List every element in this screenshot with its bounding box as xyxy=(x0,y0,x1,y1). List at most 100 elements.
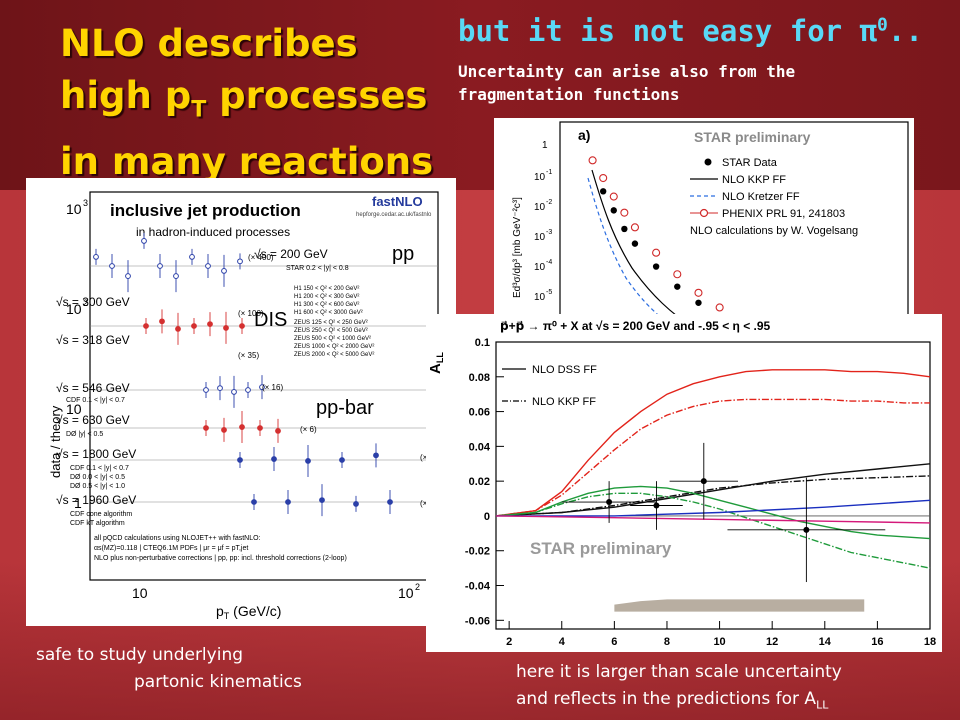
xsec-y-tick-exp: -3 xyxy=(546,229,552,236)
jet-data-point xyxy=(239,323,245,329)
jet-data-point xyxy=(231,389,237,395)
all-theory-curve xyxy=(495,463,931,517)
jet-chart-title: inclusive jet production xyxy=(110,201,301,220)
jet-data-point xyxy=(285,499,291,505)
label-foot-3: NLO plus non-perturbative corrections | … xyxy=(94,555,347,562)
legend-star-marker xyxy=(704,158,712,166)
jet-data-point xyxy=(205,263,211,269)
label-s630: √s = 630 GeV xyxy=(56,413,130,427)
label-dis: DIS xyxy=(254,309,287,331)
legend-kkp-all: NLO KKP FF xyxy=(532,396,596,408)
legend-kretzer: NLO Kretzer FF xyxy=(722,191,800,203)
label-s318: √s = 318 GeV xyxy=(56,333,130,347)
xsec-label-a: a) xyxy=(578,127,590,143)
label-zeus-4: ZEUS 1000 < Q² < 2000 GeV² xyxy=(294,344,374,350)
all-reaction-title: p⃗+p⃗ → π⁰ + X at √s = 200 GeV and -.95 … xyxy=(500,319,771,333)
jet-data-point xyxy=(223,325,229,331)
star-data-point xyxy=(599,188,607,195)
label-1800-2: DØ 0.0 < |y| < 0.5 xyxy=(70,474,125,481)
systematic-band-shape xyxy=(614,599,865,612)
label-1800-1: CDF 0.1 < |y| < 0.7 xyxy=(70,465,129,472)
xsec-y-tick-exp: -5 xyxy=(546,289,552,296)
jet-data-point xyxy=(191,323,197,329)
all-y-tick-label: 0.02 xyxy=(469,476,490,488)
headline-pi-symbol: π xyxy=(859,14,878,48)
jet-data-point xyxy=(173,273,179,279)
all-data-points xyxy=(561,442,886,583)
all-x-tick-label: 4 xyxy=(559,636,566,648)
jet-data-point xyxy=(217,385,223,392)
phenix-point xyxy=(609,192,618,201)
jet-production-panel: inclusive jet production in hadron-induc… xyxy=(26,178,456,626)
jet-data-point xyxy=(305,458,311,464)
headline-sup: 0 xyxy=(877,14,888,36)
title-line-3: in many reactions xyxy=(60,140,434,184)
all-y-label: ALL xyxy=(427,352,445,374)
legend-vogelsang: NLO calculations by W. Vogelsang xyxy=(690,225,858,237)
jet-y-tick: 10 xyxy=(66,301,82,317)
all-y-ticks: 0.1 0.08 0.06 0.04 0.02 0 -0.02 -0.04 -0.06 xyxy=(465,337,504,627)
all-star-prelim: STAR preliminary xyxy=(530,539,672,558)
jet-y-tick: 10 xyxy=(66,401,82,417)
phenix-point xyxy=(620,208,629,217)
pi0-xsec-panel: a) STAR preliminary Ed³σ/dp³ [mb GeV⁻²c³… xyxy=(494,118,914,332)
all-y-tick-label: 0.08 xyxy=(469,372,490,384)
xsec-nlo-kretzer-curve xyxy=(587,177,681,332)
all-chart: p⃗+p⃗ → π⁰ + X at √s = 200 GeV and -.95 … xyxy=(427,319,936,648)
jet-data-point xyxy=(125,273,131,279)
star-data-point xyxy=(695,299,702,306)
all-theory-curve xyxy=(495,492,931,569)
all-data-point xyxy=(700,478,707,485)
phenix-point xyxy=(599,173,608,183)
caption-right-line-1: here it is larger than scale uncertainty xyxy=(516,662,842,682)
xsec-y-tick-exp: -1 xyxy=(546,169,552,176)
caption-right-sub: LL xyxy=(816,698,829,712)
caption-left-line-1: safe to study underlying xyxy=(36,645,244,665)
label-d0630: DØ |y| < 0.5 xyxy=(66,431,103,438)
xsec-y-tick: 10 xyxy=(534,292,546,303)
title-line-2b: processes xyxy=(206,74,428,117)
xsec-y-tick: 10 xyxy=(534,172,546,183)
label-cdf546: CDF 0.1 < |y| < 0.7 xyxy=(66,397,125,404)
all-x-tick-label: 14 xyxy=(819,636,832,648)
jet-x-tick-exp: 2 xyxy=(415,582,420,592)
jet-y-tick-exp: 2 xyxy=(83,298,88,308)
label-x35: (× 35) xyxy=(238,351,259,360)
label-h1-2: H1 200 < Q² < 300 GeV² xyxy=(294,294,359,300)
slide-title: NLO describes high pT processes in many … xyxy=(60,18,440,188)
jet-data-point xyxy=(239,424,245,430)
star-data-point xyxy=(674,283,681,290)
all-x-tick-label: 6 xyxy=(611,636,617,648)
label-star: STAR 0.2 < |y| < 0.8 xyxy=(286,265,349,272)
xsec-y-tick-exp: -4 xyxy=(546,259,552,266)
jet-labels: √s = 200 GeV pp STAR 0.2 < |y| < 0.8 (× … xyxy=(56,243,437,562)
xsec-y-ticks: 1 10 -1 10 -2 10 -3 10 -4 10 -5 xyxy=(534,140,552,303)
jet-data-point xyxy=(157,263,163,269)
label-zeus-2: ZEUS 250 < Q² < 500 GeV² xyxy=(294,328,368,334)
label-x100: (× 100) xyxy=(238,309,264,318)
fastnlo-logo: fastNLO xyxy=(372,194,423,209)
jet-data-point xyxy=(251,499,257,505)
headline: but it is not easy for π0.. xyxy=(458,14,923,48)
all-y-label-a: A xyxy=(427,363,444,374)
all-x-tick-label: 8 xyxy=(664,636,670,648)
label-zeus-3: ZEUS 500 < Q² < 1000 GeV² xyxy=(294,336,371,342)
jet-x-label-sub: T xyxy=(224,611,230,621)
label-pp200: √s = 200 GeV xyxy=(254,247,328,261)
xsec-y-label: Ed³σ/dp³ [mb GeV⁻²c³] xyxy=(512,197,523,298)
phenix-point xyxy=(652,248,661,257)
xsec-y-tick: 10 xyxy=(534,202,546,213)
all-frame xyxy=(495,341,931,630)
all-x-tick-label: 16 xyxy=(871,636,883,648)
all-curves-group xyxy=(495,369,931,569)
phenix-point xyxy=(673,270,682,279)
star-data-point xyxy=(621,225,628,233)
label-x6: (× 6) xyxy=(300,425,317,434)
jet-y-tick: 1 xyxy=(74,495,82,511)
jet-x-axis-label: pT (GeV/c) xyxy=(216,603,281,621)
jet-data-point xyxy=(175,326,181,332)
label-1800-3: DØ 0.5 < |y| < 1.0 xyxy=(70,483,125,490)
title-line-2-sub: T xyxy=(191,97,207,123)
jet-data-point xyxy=(237,258,243,265)
all-theory-curve xyxy=(496,499,931,517)
